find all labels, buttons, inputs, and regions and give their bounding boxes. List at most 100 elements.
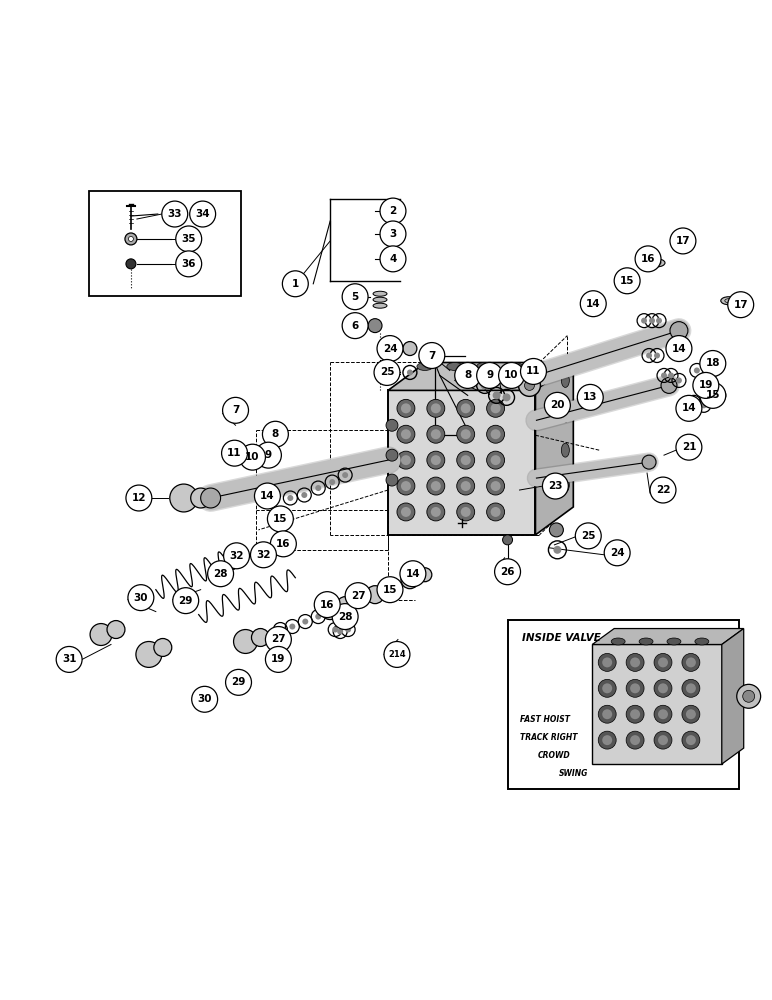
Circle shape <box>630 709 640 719</box>
Circle shape <box>686 735 696 745</box>
Ellipse shape <box>649 259 665 267</box>
Circle shape <box>342 472 348 478</box>
Text: 32: 32 <box>256 550 271 560</box>
Circle shape <box>476 362 503 388</box>
Circle shape <box>615 268 640 294</box>
Circle shape <box>397 425 415 443</box>
Circle shape <box>266 627 291 652</box>
Circle shape <box>457 477 475 495</box>
Text: 16: 16 <box>320 600 334 610</box>
Text: 30: 30 <box>134 593 148 603</box>
Circle shape <box>191 488 211 508</box>
Circle shape <box>56 646 82 672</box>
Bar <box>89 191 241 296</box>
Circle shape <box>384 641 410 667</box>
Circle shape <box>457 399 475 417</box>
Circle shape <box>550 523 564 537</box>
Circle shape <box>427 399 445 417</box>
Circle shape <box>598 653 616 671</box>
Text: 27: 27 <box>350 591 365 601</box>
Circle shape <box>315 614 321 620</box>
Circle shape <box>661 372 667 378</box>
Circle shape <box>386 449 398 461</box>
Text: TRACK RIGHT: TRACK RIGHT <box>520 733 577 742</box>
Text: 19: 19 <box>271 654 286 664</box>
Circle shape <box>686 657 696 667</box>
Circle shape <box>342 284 368 310</box>
Circle shape <box>176 226 201 252</box>
Circle shape <box>682 679 700 697</box>
Circle shape <box>201 488 221 508</box>
Circle shape <box>658 683 668 693</box>
Polygon shape <box>388 362 574 390</box>
Text: 14: 14 <box>405 569 420 579</box>
Circle shape <box>431 507 441 517</box>
Circle shape <box>401 403 411 413</box>
Circle shape <box>427 477 445 495</box>
Text: 11: 11 <box>227 448 242 458</box>
Circle shape <box>128 585 154 611</box>
Text: 14: 14 <box>672 344 686 354</box>
Circle shape <box>575 523 601 549</box>
Circle shape <box>658 709 668 719</box>
Circle shape <box>401 507 411 517</box>
Circle shape <box>491 403 500 413</box>
Circle shape <box>646 353 652 359</box>
Text: 29: 29 <box>232 677 245 687</box>
Circle shape <box>366 586 384 604</box>
Circle shape <box>602 657 612 667</box>
Text: 23: 23 <box>548 481 563 491</box>
Text: 21: 21 <box>682 442 696 452</box>
Circle shape <box>626 653 644 671</box>
Circle shape <box>255 483 280 509</box>
Circle shape <box>635 246 661 272</box>
Circle shape <box>602 709 612 719</box>
Circle shape <box>315 485 321 491</box>
Bar <box>507 620 739 789</box>
Circle shape <box>491 429 500 439</box>
Circle shape <box>427 451 445 469</box>
Circle shape <box>682 731 700 749</box>
Circle shape <box>481 381 489 389</box>
Circle shape <box>486 477 505 495</box>
Circle shape <box>626 731 644 749</box>
Text: 9: 9 <box>486 370 493 380</box>
Circle shape <box>457 451 475 469</box>
Text: 31: 31 <box>62 654 76 664</box>
Circle shape <box>461 403 471 413</box>
Circle shape <box>176 251 201 277</box>
Circle shape <box>598 705 616 723</box>
Circle shape <box>431 403 441 413</box>
Circle shape <box>431 429 441 439</box>
Circle shape <box>499 362 524 388</box>
Text: 26: 26 <box>500 567 515 577</box>
Circle shape <box>524 380 534 390</box>
Ellipse shape <box>447 362 462 370</box>
Circle shape <box>519 374 540 396</box>
Ellipse shape <box>476 362 493 370</box>
Circle shape <box>431 455 441 465</box>
Circle shape <box>222 397 249 423</box>
Text: 19: 19 <box>699 380 713 390</box>
Circle shape <box>486 399 505 417</box>
Text: 7: 7 <box>428 351 435 361</box>
Circle shape <box>457 503 475 521</box>
Circle shape <box>486 503 505 521</box>
Circle shape <box>287 495 293 501</box>
Circle shape <box>270 531 296 557</box>
Circle shape <box>649 318 655 324</box>
Circle shape <box>736 684 760 708</box>
Circle shape <box>431 481 441 491</box>
Circle shape <box>503 535 513 545</box>
Circle shape <box>342 313 368 339</box>
Text: 13: 13 <box>583 392 598 402</box>
Circle shape <box>658 657 668 667</box>
Circle shape <box>397 399 415 417</box>
Circle shape <box>126 485 152 511</box>
Circle shape <box>377 336 403 362</box>
Text: 24: 24 <box>610 548 625 558</box>
Circle shape <box>693 372 719 398</box>
Circle shape <box>654 679 672 697</box>
Circle shape <box>700 382 726 408</box>
Circle shape <box>377 577 403 603</box>
